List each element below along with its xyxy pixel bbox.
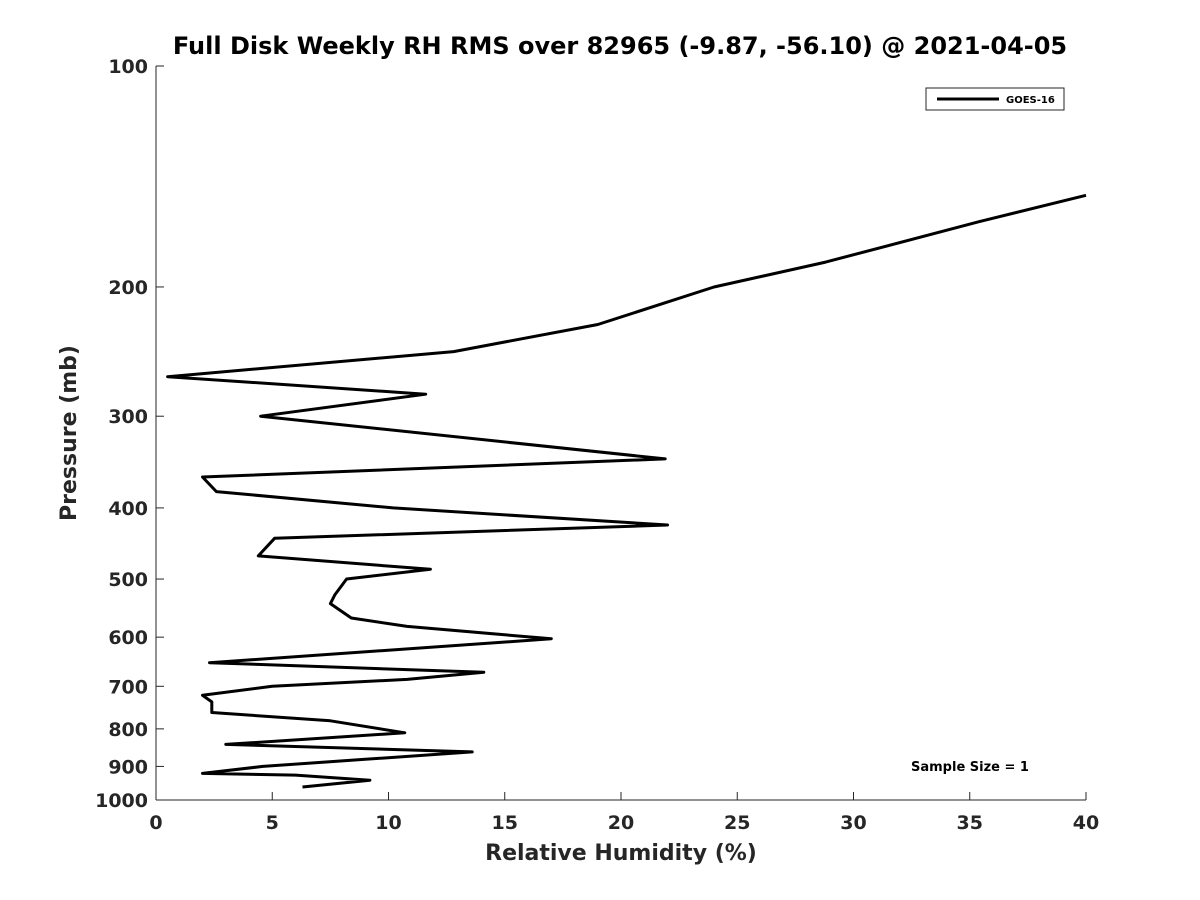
- x-tick-label: 10: [375, 812, 401, 834]
- x-tick-label: 25: [724, 812, 750, 834]
- x-tick-label: 15: [492, 812, 518, 834]
- y-tick-label: 700: [108, 676, 148, 698]
- y-tick-label: 200: [108, 277, 148, 299]
- x-tick-label: 30: [840, 812, 866, 834]
- series-line-goes-16: [166, 193, 1087, 789]
- y-tick-label: 600: [108, 627, 148, 649]
- x-axis-label: Relative Humidity (%): [485, 841, 757, 866]
- y-ticks: 100 200 300 400 500 600 700 800 900 1000: [95, 56, 164, 812]
- legend: GOES-16: [925, 87, 1065, 111]
- sample-size-annotation: Sample Size = 1: [911, 760, 1029, 775]
- y-tick-label: 300: [108, 406, 148, 428]
- y-tick-label: 1000: [95, 790, 148, 812]
- y-tick-label: 800: [108, 719, 148, 741]
- x-tick-label: 35: [957, 812, 983, 834]
- x-tick-label: 5: [266, 812, 279, 834]
- y-tick-label: 900: [108, 756, 148, 778]
- y-tick-label: 100: [108, 56, 148, 78]
- chart-title: Full Disk Weekly RH RMS over 82965 (-9.8…: [173, 32, 1067, 60]
- axes: [155, 66, 1086, 801]
- x-ticks: 0 5 10 15 20 25 30 35 40: [149, 792, 1099, 834]
- x-tick-label: 0: [149, 812, 162, 834]
- series-group: [166, 193, 1087, 789]
- x-tick-label: 20: [608, 812, 634, 834]
- x-tick-label: 40: [1073, 812, 1099, 834]
- y-axis-label: Pressure (mb): [57, 345, 82, 521]
- legend-entry-goes-16: GOES-16: [1006, 95, 1055, 106]
- y-tick-label: 500: [108, 569, 148, 591]
- y-tick-label: 400: [108, 498, 148, 520]
